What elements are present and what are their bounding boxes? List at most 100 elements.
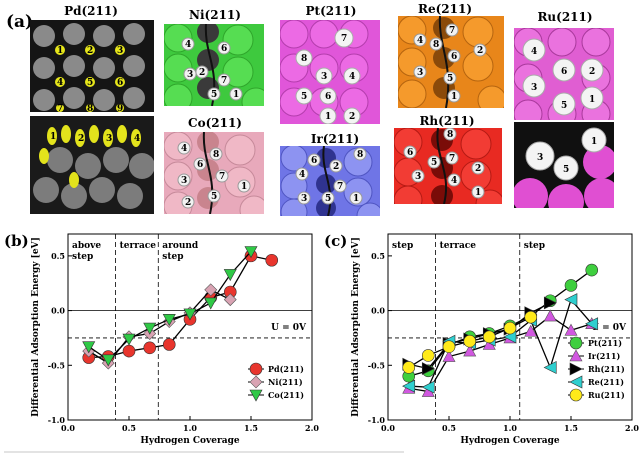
data-point (223, 269, 237, 282)
x-tick-label: 0.0 (61, 423, 75, 433)
series-group (82, 246, 258, 367)
pt-tile: 8 3 4 5 6 1 2 7 (280, 20, 380, 124)
ir-tile-title: Ir(211) (310, 132, 360, 146)
data-point (402, 379, 416, 393)
region-label: terrace (120, 241, 157, 251)
ru-side-structure: 3 5 1 (514, 127, 614, 208)
co-site-number: 1 (241, 182, 247, 192)
legend-marker (569, 388, 583, 402)
reference-line-label: U = 0V (271, 323, 307, 333)
rh-site-number: 2 (475, 164, 481, 174)
x-tick-label: 0.0 (381, 423, 395, 433)
reference-line-label: U = 0V (591, 323, 627, 333)
rh-site-number: 1 (475, 188, 481, 198)
ni-site-number: 3 (187, 70, 193, 80)
co-site-number: 2 (185, 198, 191, 208)
ir-site-number: 1 (353, 194, 359, 204)
pd-top-structure: 1 2 3 4 5 6 7 8 9 (33, 23, 145, 112)
pt-site-number: 4 (349, 72, 355, 82)
y-tick-label: 0.0 (371, 306, 385, 316)
data-point (421, 380, 435, 394)
rh-site-number: 3 (415, 172, 421, 182)
re-site-number: 5 (447, 74, 453, 84)
y-tick-label: -0.5 (48, 360, 65, 370)
y-axis-label: Differential Adsorption Energy [eV] (351, 237, 361, 417)
rh-site-number: 7 (449, 154, 455, 164)
region-label: step (392, 241, 413, 251)
data-point (122, 344, 136, 358)
legend-marker (569, 362, 583, 376)
y-tick-label: -1.0 (48, 415, 66, 425)
series-group (82, 249, 279, 364)
co-site-number: 6 (197, 160, 203, 170)
x-tick-label: 1.5 (564, 423, 578, 433)
ru-side-number: 3 (537, 153, 543, 163)
panel-label: (b) (4, 232, 29, 250)
re-site-number: 6 (451, 52, 457, 62)
pd-top-tile: 1 2 3 4 5 6 7 8 9 (30, 20, 154, 112)
ni-site-number: 4 (185, 40, 191, 50)
ru-site-number: 1 (589, 95, 595, 105)
legend-label: Pd(211) (268, 364, 304, 374)
x-tick-label: 1.0 (183, 423, 197, 433)
region-label: step (72, 252, 93, 262)
data-point (463, 344, 477, 357)
ni-structure: 4 3 6 7 1 5 2 (164, 24, 264, 106)
region-label: terrace (440, 241, 477, 251)
pd-tile-title: Pd(211) (64, 4, 118, 18)
re-site-number: 8 (433, 40, 439, 50)
co-tile: 4 3 6 8 7 1 5 2 (164, 132, 264, 214)
y-tick-label: 0.5 (51, 251, 65, 261)
data-point (244, 246, 258, 259)
series-line (408, 315, 592, 393)
data-point (143, 341, 157, 355)
x-tick-label: 0.5 (122, 423, 136, 433)
ru-tile-title: Ru(211) (537, 10, 593, 24)
data-point (543, 296, 557, 310)
y-axis-label: Differential Adsorption Energy [eV] (31, 237, 41, 417)
x-tick-label: 1.0 (503, 423, 517, 433)
rh-structure: 6 3 8 7 5 2 4 1 (394, 128, 502, 204)
ni-site-number: 1 (233, 90, 239, 100)
pt-structure: 8 3 4 5 6 1 2 7 (280, 20, 369, 124)
pd-side-tile: 1 2 3 4 (30, 116, 154, 214)
legend-label: Ru(211) (588, 390, 625, 400)
pd-site-number: 1 (57, 46, 63, 56)
y-tick-label: 0.5 (371, 251, 385, 261)
ru-site-number: 5 (561, 101, 567, 111)
data-point (585, 263, 599, 277)
ir-site-number: 3 (301, 194, 307, 204)
chart-panel-c: (c) U = 0V step terrace step 0.0 0.5 1.0 1.5 2.0 -… (324, 232, 639, 446)
legend-marker (569, 336, 583, 350)
data-point (543, 360, 557, 374)
pt-site-number: 8 (301, 54, 307, 64)
data-point (101, 354, 115, 367)
y-tick-label: 0.0 (51, 306, 65, 316)
data-point (524, 310, 538, 324)
pt-site-number: 7 (341, 34, 347, 44)
data-point (421, 362, 435, 376)
pd-side-number: 1 (50, 132, 56, 142)
ir-site-number: 8 (357, 150, 363, 160)
legend-marker (249, 389, 263, 402)
data-point (463, 334, 477, 348)
ru-site-number: 2 (589, 67, 595, 77)
legend-marker (569, 349, 583, 362)
series-line (88, 255, 272, 359)
re-site-number: 7 (449, 26, 455, 36)
data-point (204, 297, 218, 310)
pd-site-number: 9 (117, 104, 123, 112)
data-point (223, 293, 237, 307)
ru-top-tile: 4 3 6 2 5 1 (514, 28, 614, 120)
pd-site-number: 5 (87, 78, 93, 88)
ni-site-number: 2 (199, 68, 205, 78)
pd-site-number: 4 (57, 78, 63, 88)
pd-side-number: 3 (106, 134, 112, 144)
data-point (82, 341, 96, 354)
co-site-number: 5 (211, 192, 217, 202)
data-point (183, 308, 197, 321)
ir-site-number: 4 (299, 170, 305, 180)
legend-marker (249, 375, 263, 389)
data-point (122, 333, 136, 346)
